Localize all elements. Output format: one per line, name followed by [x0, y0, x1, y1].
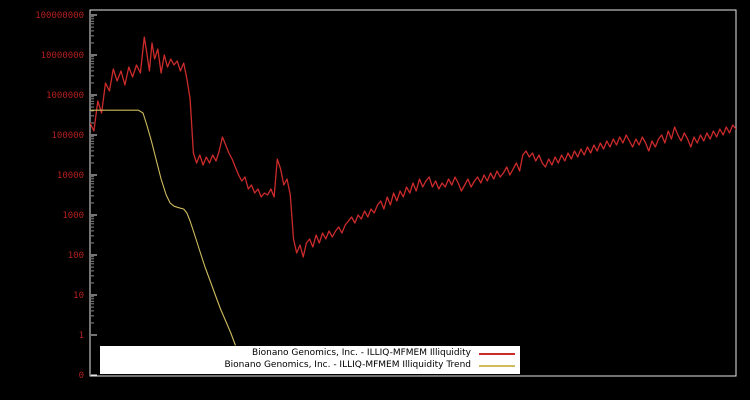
y-tick-label: 100000000 — [35, 11, 84, 21]
y-tick-label: 100000 — [51, 131, 84, 141]
legend-line-sample-illiquidity — [479, 352, 515, 355]
illiquidity-trend-series-line — [90, 109, 236, 346]
plot-border — [89, 9, 737, 377]
illiquidity-series-line — [90, 36, 736, 258]
legend-item-illiquidity-trend: Bionano Genomics, Inc. - ILLIQ-MFMEM Ill… — [100, 360, 520, 371]
y-tick-label: 10000000 — [41, 51, 84, 61]
y-tick-label: 1000000 — [46, 91, 84, 101]
legend: Bionano Genomics, Inc. - ILLIQ-MFMEM Ill… — [100, 346, 520, 374]
legend-item-illiquidity: Bionano Genomics, Inc. - ILLIQ-MFMEM Ill… — [100, 348, 520, 359]
y-tick-label: 100 — [68, 251, 84, 261]
y-tick-label: 10 — [73, 291, 84, 301]
legend-line-sample-illiquidity-trend — [479, 364, 515, 367]
legend-label-illiquidity-trend: Bionano Genomics, Inc. - ILLIQ-MFMEM Ill… — [224, 360, 471, 370]
legend-label-illiquidity: Bionano Genomics, Inc. - ILLIQ-MFMEM Ill… — [251, 348, 471, 358]
y-tick-label: 1 — [79, 331, 84, 341]
y-tick-label: 0 — [79, 371, 84, 381]
y-tick-label: 1000 — [62, 211, 84, 221]
y-tick-label: 10000 — [57, 171, 84, 181]
